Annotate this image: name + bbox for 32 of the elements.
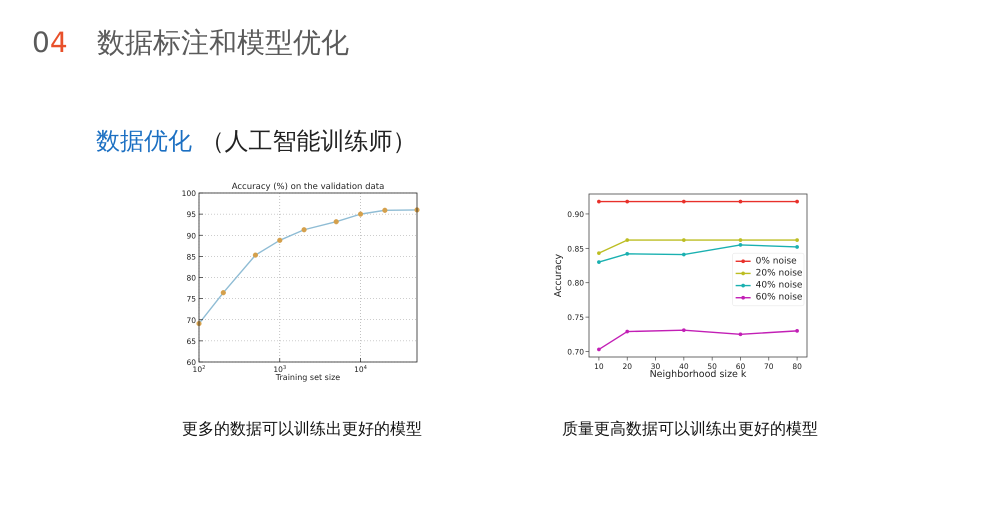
point	[738, 332, 742, 336]
point	[795, 200, 799, 204]
point	[738, 200, 742, 204]
point	[597, 200, 601, 204]
point	[795, 238, 799, 242]
x-axis-title: Neighborhood size k	[650, 369, 747, 380]
point	[682, 252, 686, 256]
point	[795, 245, 799, 249]
point	[597, 260, 601, 264]
text: 质量更高数据可以训练出更好的模型	[562, 419, 818, 438]
point	[795, 328, 799, 333]
point	[625, 238, 630, 242]
point	[682, 200, 686, 204]
legend-label: 60% noise	[756, 292, 803, 303]
point	[682, 328, 686, 332]
point	[597, 251, 601, 256]
text: 04 数据标注和模型优化	[32, 26, 349, 59]
point	[625, 200, 630, 204]
point	[738, 238, 742, 242]
point	[625, 252, 630, 256]
point	[597, 348, 601, 352]
point	[738, 243, 742, 247]
x-axis-title: Training set size	[274, 373, 340, 382]
y-axis-title: Accuracy	[552, 253, 564, 298]
legend-label: 0% noise	[756, 256, 798, 266]
text: 数据优化 （人工智能训练师）	[96, 127, 417, 155]
legend-label: 20% noise	[756, 268, 803, 278]
chart-title: Accuracy (%) on the validation data	[232, 182, 384, 192]
point	[682, 238, 686, 242]
point	[625, 330, 630, 334]
legend-label: 40% noise	[756, 280, 803, 291]
text: 更多的数据可以训练出更好的模型	[182, 419, 422, 438]
